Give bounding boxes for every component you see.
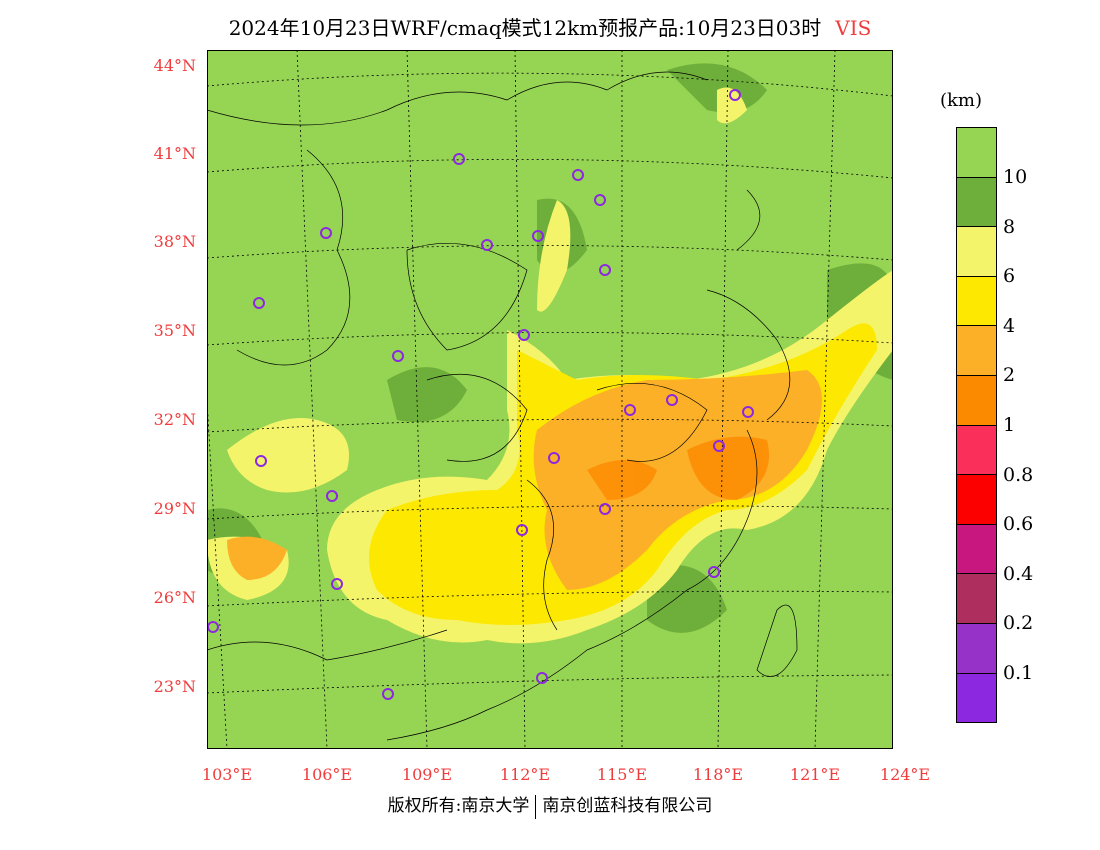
station-marker [572,169,584,181]
lon-label: 103°E [201,765,253,784]
colorbar-label: 4 [1003,314,1016,337]
colorbar-label: 0.4 [1003,562,1034,585]
colorbar-swatch [957,375,996,426]
colorbar-label: 0.2 [1003,612,1034,635]
station-marker [713,440,725,452]
station-marker [481,239,493,251]
station-marker [320,227,332,239]
station-marker [666,394,678,406]
map-title: 2024年10月23日WRF/cmaq模式12km预报产品:10月23日03时 V… [0,12,1100,41]
lat-label: 26°N [153,588,196,607]
colorbar [956,127,997,724]
lon-label: 115°E [596,765,648,784]
station-marker [594,194,606,206]
visibility-map [207,50,893,749]
lon-label: 118°E [692,765,744,784]
graticule [207,50,893,749]
station-marker [382,688,394,700]
station-marker [599,503,611,515]
lon-label: 109°E [401,765,453,784]
copyright-footer: 版权所有:南京大学 南京创蓝科技有限公司 [0,791,1100,819]
colorbar-label: 10 [1003,166,1028,188]
footer-left: 版权所有:南京大学 [387,796,530,816]
lon-label: 106°E [301,765,353,784]
boundaries [207,71,798,741]
colorbar-swatch [957,425,996,476]
colorbar-label: 0.6 [1003,513,1034,536]
colorbar-swatch [957,128,996,178]
colorbar-swatch [957,673,996,723]
colorbar-swatch [957,276,996,327]
station-marker [536,672,548,684]
monitoring-stations [207,89,754,700]
station-marker [326,490,338,502]
lon-label: 112°E [499,765,551,784]
station-marker [599,264,611,276]
station-marker [331,578,343,590]
lat-label: 38°N [153,232,196,251]
colorbar-swatch [957,177,996,228]
station-marker [392,350,404,362]
lon-label: 124°E [879,765,931,784]
colorbar-swatch [957,574,996,624]
colorbar-label: 1 [1003,414,1016,436]
lat-label: 41°N [153,144,196,163]
colorbar-swatch [957,623,996,674]
footer-divider [535,794,537,819]
station-marker [518,329,530,341]
colorbar-swatch [957,326,996,376]
lat-label: 44°N [153,56,196,75]
lat-label: 32°N [153,410,196,429]
orange-light-region [227,370,822,590]
footer-right: 南京创蓝科技有限公司 [542,796,713,816]
station-marker [516,524,528,536]
station-marker [708,566,720,578]
station-marker [624,404,636,416]
colorbar-label: 0.1 [1003,662,1034,684]
station-marker [548,452,560,464]
lat-label: 35°N [153,321,196,340]
station-marker [729,89,741,101]
colorbar-swatch [957,475,996,525]
station-marker [532,230,544,242]
variable-name: VIS [835,16,872,40]
station-marker [253,297,265,309]
station-marker [453,153,465,165]
station-marker [742,406,754,418]
colorbar-label: 6 [1003,265,1016,288]
colorbar-unit: (km) [940,90,983,111]
lon-label: 121°E [789,765,841,784]
colorbar-swatch [957,524,996,575]
colorbar-label: 0.8 [1003,463,1034,486]
title-text: 2024年10月23日WRF/cmaq模式12km预报产品:10月23日03时 [228,16,822,40]
station-marker [255,455,267,467]
lat-label: 29°N [153,499,196,518]
colorbar-label: 8 [1003,215,1016,238]
colorbar-label: 2 [1003,364,1016,387]
colorbar-swatch [957,227,996,277]
lat-label: 23°N [153,677,196,696]
